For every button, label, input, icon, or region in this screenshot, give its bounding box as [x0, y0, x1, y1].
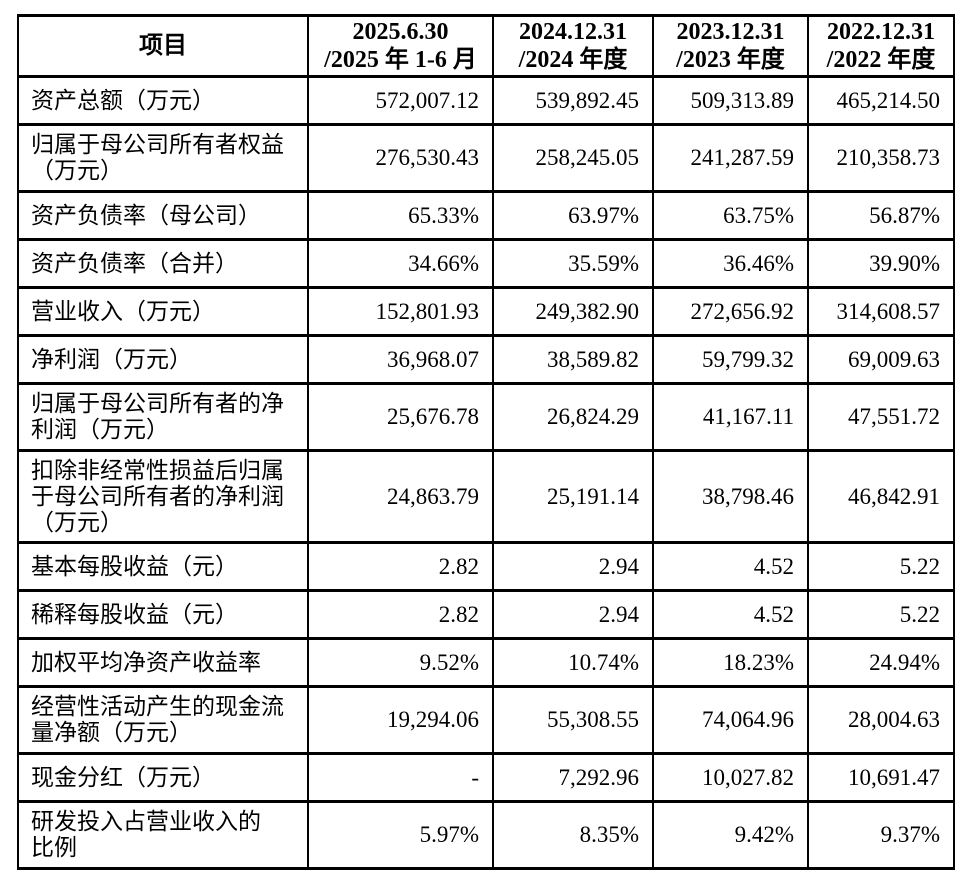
cell-value: 509,313.89: [652, 75, 809, 126]
row-weighted-avg-roe: 加权平均净资产收益率 9.52% 10.74% 18.23% 24.94%: [17, 637, 955, 688]
cell-value: 241,287.59: [652, 123, 809, 193]
cell-value: 28,004.63: [807, 685, 955, 755]
row-label: 经营性活动产生的现金流 量净额（万元）: [17, 685, 309, 755]
cell-value: 249,382.90: [492, 286, 654, 337]
row-label: 资产负债率（母公司）: [17, 190, 309, 241]
cell-value: 25,676.78: [307, 382, 494, 452]
cell-value: 25,191.14: [492, 449, 654, 544]
cell-value: -: [307, 752, 494, 803]
row-cash-dividend: 现金分红（万元） - 7,292.96 10,027.82 10,691.47: [17, 752, 955, 803]
row-label: 稀释每股收益（元）: [17, 589, 309, 640]
cell-value: 69,009.63: [807, 334, 955, 385]
cell-value: 55,308.55: [492, 685, 654, 755]
row-diluted-eps: 稀释每股收益（元） 2.82 2.94 4.52 5.22: [17, 589, 955, 640]
cell-value: 56.87%: [807, 190, 955, 241]
cell-value: 10,027.82: [652, 752, 809, 803]
cell-value: 47,551.72: [807, 382, 955, 452]
cell-value: 539,892.45: [492, 75, 654, 126]
column-header-2023: 2023.12.31 /2023 年度: [652, 14, 809, 78]
row-parent-equity: 归属于母公司所有者权益 （万元） 276,530.43 258,245.05 2…: [17, 123, 955, 193]
cell-value: 19,294.06: [307, 685, 494, 755]
row-label: 资产负债率（合并）: [17, 238, 309, 289]
row-label: 现金分红（万元）: [17, 752, 309, 803]
cell-value: 4.52: [652, 541, 809, 592]
row-operating-cash-flow: 经营性活动产生的现金流 量净额（万元） 19,294.06 55,308.55 …: [17, 685, 955, 755]
row-debt-ratio-consolidated: 资产负债率（合并） 34.66% 35.59% 36.46% 39.90%: [17, 238, 955, 289]
row-rd-expense-ratio: 研发投入占营业收入的 比例 5.97% 8.35% 9.42% 9.37%: [17, 800, 955, 870]
cell-value: 2.82: [307, 541, 494, 592]
row-label: 归属于母公司所有者的净 利润（万元）: [17, 382, 309, 452]
row-revenue: 营业收入（万元） 152,801.93 249,382.90 272,656.9…: [17, 286, 955, 337]
column-header-2024: 2024.12.31 /2024 年度: [492, 14, 654, 78]
row-total-assets: 资产总额（万元） 572,007.12 539,892.45 509,313.8…: [17, 75, 955, 126]
cell-value: 272,656.92: [652, 286, 809, 337]
cell-value: 41,167.11: [652, 382, 809, 452]
row-label: 归属于母公司所有者权益 （万元）: [17, 123, 309, 193]
cell-value: 36.46%: [652, 238, 809, 289]
cell-value: 152,801.93: [307, 286, 494, 337]
cell-value: 34.66%: [307, 238, 494, 289]
row-label: 加权平均净资产收益率: [17, 637, 309, 688]
cell-value: 5.22: [807, 589, 955, 640]
header-row: 项目 2025.6.30 /2025 年 1-6 月 2024.12.31 /2…: [17, 14, 955, 78]
cell-value: 35.59%: [492, 238, 654, 289]
column-header-2025-h1: 2025.6.30 /2025 年 1-6 月: [307, 14, 494, 78]
row-label: 扣除非经常性损益后归属 于母公司所有者的净利润 （万元）: [17, 449, 309, 544]
cell-value: 7,292.96: [492, 752, 654, 803]
cell-value: 38,589.82: [492, 334, 654, 385]
cell-value: 9.37%: [807, 800, 955, 870]
row-label: 基本每股收益（元）: [17, 541, 309, 592]
cell-value: 2.94: [492, 589, 654, 640]
cell-value: 24.94%: [807, 637, 955, 688]
row-net-profit-attributable: 归属于母公司所有者的净 利润（万元） 25,676.78 26,824.29 4…: [17, 382, 955, 452]
cell-value: 258,245.05: [492, 123, 654, 193]
cell-value: 9.52%: [307, 637, 494, 688]
cell-value: 74,064.96: [652, 685, 809, 755]
cell-value: 38,798.46: [652, 449, 809, 544]
cell-value: 2.94: [492, 541, 654, 592]
row-label: 净利润（万元）: [17, 334, 309, 385]
cell-value: 10,691.47: [807, 752, 955, 803]
cell-value: 10.74%: [492, 637, 654, 688]
cell-value: 8.35%: [492, 800, 654, 870]
row-label: 营业收入（万元）: [17, 286, 309, 337]
row-basic-eps: 基本每股收益（元） 2.82 2.94 4.52 5.22: [17, 541, 955, 592]
cell-value: 18.23%: [652, 637, 809, 688]
cell-value: 63.75%: [652, 190, 809, 241]
cell-value: 314,608.57: [807, 286, 955, 337]
cell-value: 4.52: [652, 589, 809, 640]
cell-value: 2.82: [307, 589, 494, 640]
row-net-profit: 净利润（万元） 36,968.07 38,589.82 59,799.32 69…: [17, 334, 955, 385]
column-header-item: 项目: [17, 14, 309, 78]
cell-value: 46,842.91: [807, 449, 955, 544]
cell-value: 36,968.07: [307, 334, 494, 385]
cell-value: 210,358.73: [807, 123, 955, 193]
row-debt-ratio-parent: 资产负债率（母公司） 65.33% 63.97% 63.75% 56.87%: [17, 190, 955, 241]
cell-value: 5.22: [807, 541, 955, 592]
row-label: 研发投入占营业收入的 比例: [17, 800, 309, 870]
cell-value: 465,214.50: [807, 75, 955, 126]
cell-value: 39.90%: [807, 238, 955, 289]
cell-value: 65.33%: [307, 190, 494, 241]
cell-value: 24,863.79: [307, 449, 494, 544]
cell-value: 26,824.29: [492, 382, 654, 452]
row-label: 资产总额（万元）: [17, 75, 309, 126]
financial-summary-table: 项目 2025.6.30 /2025 年 1-6 月 2024.12.31 /2…: [17, 14, 955, 870]
cell-value: 59,799.32: [652, 334, 809, 385]
cell-value: 572,007.12: [307, 75, 494, 126]
column-header-2022: 2022.12.31 /2022 年度: [807, 14, 955, 78]
row-net-profit-attributable-deducted: 扣除非经常性损益后归属 于母公司所有者的净利润 （万元） 24,863.79 2…: [17, 449, 955, 544]
cell-value: 5.97%: [307, 800, 494, 870]
cell-value: 9.42%: [652, 800, 809, 870]
cell-value: 63.97%: [492, 190, 654, 241]
cell-value: 276,530.43: [307, 123, 494, 193]
